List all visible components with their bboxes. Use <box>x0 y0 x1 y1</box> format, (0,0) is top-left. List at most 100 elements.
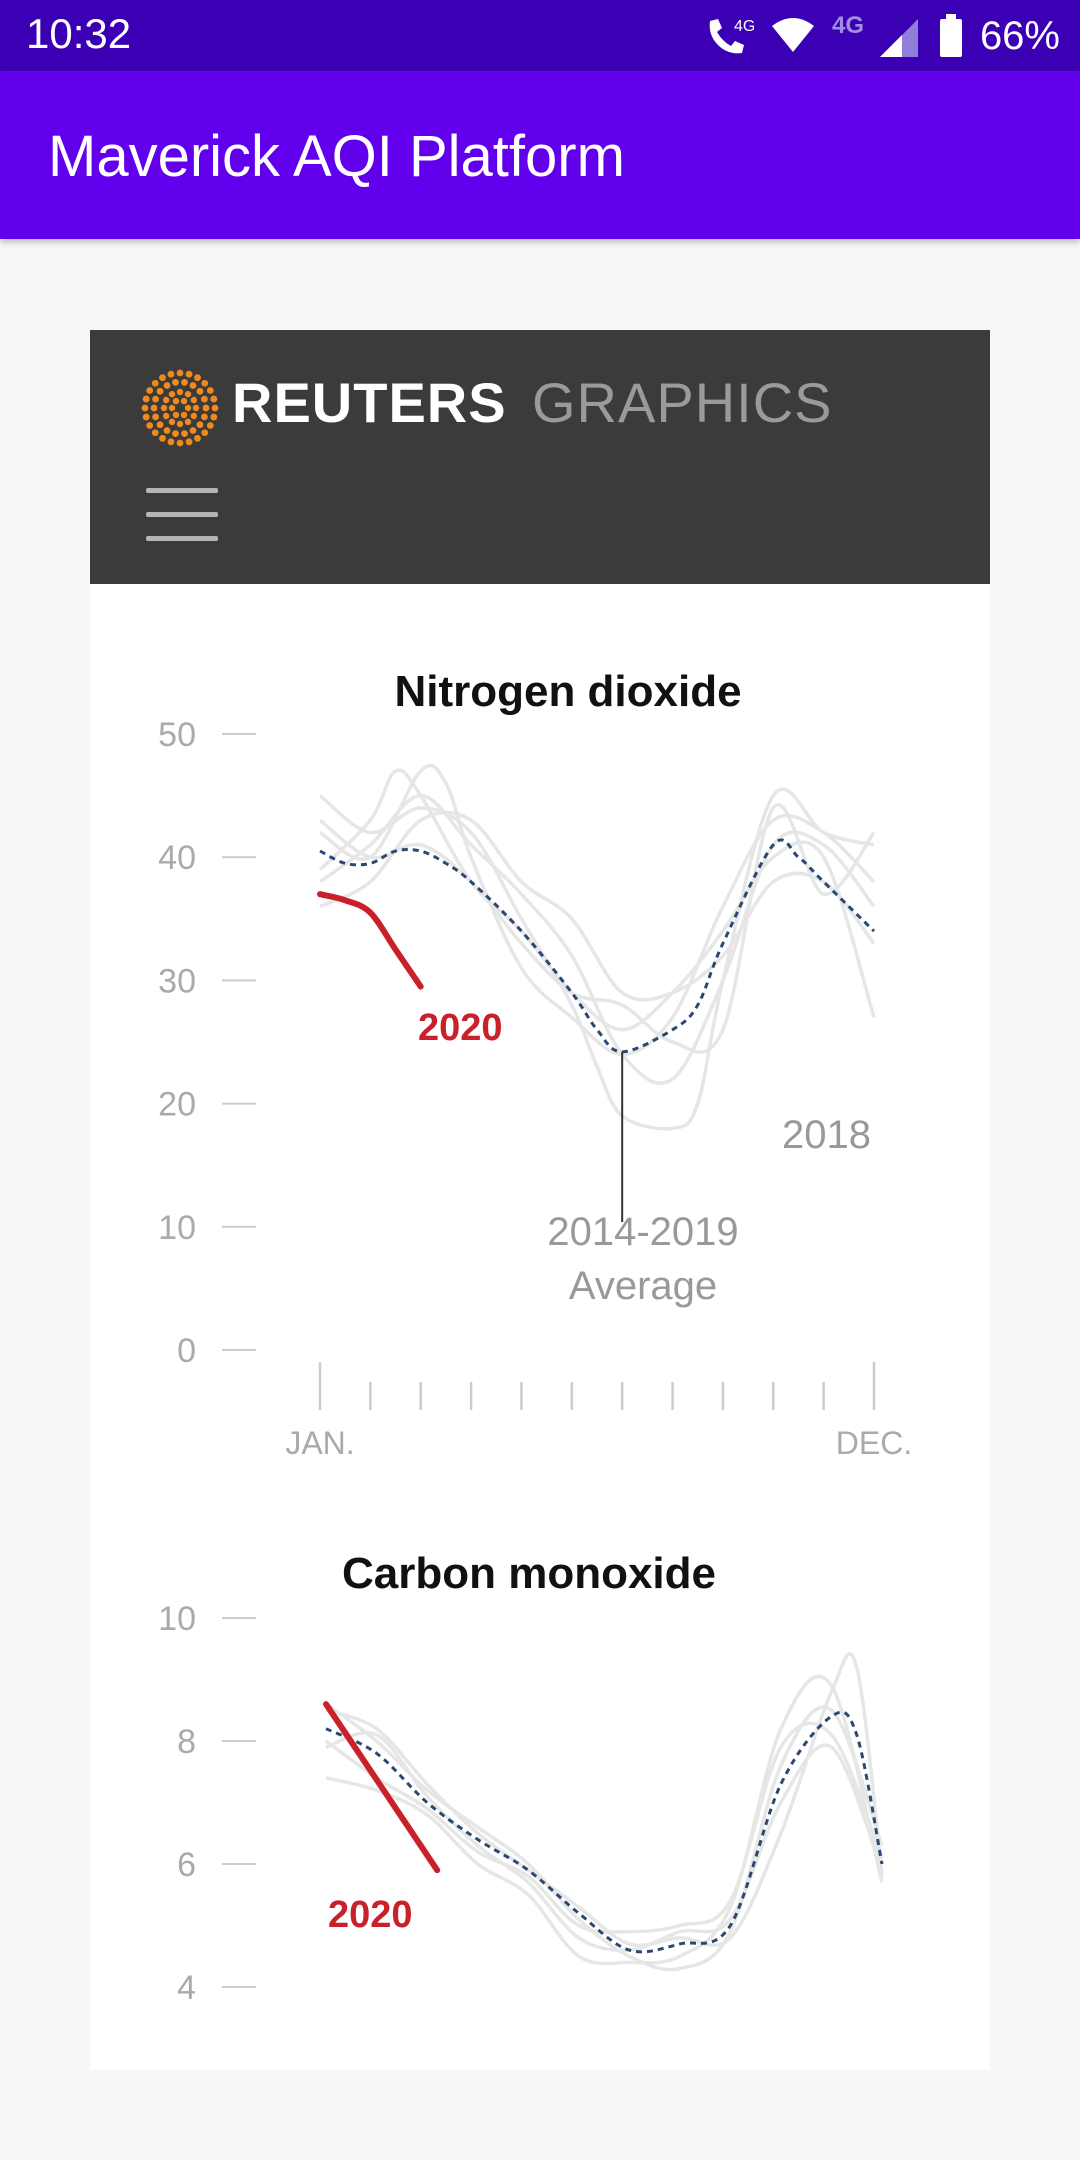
battery-percent: 66% <box>979 13 1060 58</box>
logo-dot <box>184 390 192 398</box>
no2-x-label-dec: DEC. <box>836 1425 912 1461</box>
no2-label-average-line2: Average <box>569 1264 717 1308</box>
history-series-line <box>318 803 876 1054</box>
logo-dot <box>196 421 204 429</box>
history-series-line <box>318 768 876 1032</box>
battery-icon <box>939 14 962 57</box>
logo-dot <box>176 369 184 377</box>
logo-dot <box>184 418 192 426</box>
no2-x-axis <box>318 1362 876 1410</box>
history-series-line <box>324 1702 884 1972</box>
wifi-icon <box>771 18 814 52</box>
logo-dot <box>156 421 164 429</box>
series-2020-line <box>317 891 424 990</box>
logo-dot <box>152 395 159 403</box>
logo-dot <box>168 390 176 398</box>
logo-dot <box>172 397 180 405</box>
logo-dot <box>181 430 188 438</box>
logo-dot <box>168 418 176 426</box>
y-tick-label: 10 <box>158 1209 196 1247</box>
logo-dot <box>210 395 218 403</box>
logo-dot <box>151 379 159 387</box>
logo-dot <box>172 430 179 438</box>
y-tick-label: 8 <box>177 1723 196 1761</box>
logo-dot <box>159 434 166 442</box>
logo-dot <box>152 413 159 421</box>
logo-dot <box>185 438 193 446</box>
no2-label-average-line1: 2014-2019 <box>547 1210 738 1254</box>
logo-dot <box>172 411 180 419</box>
history-series-line <box>318 793 876 1085</box>
co-label-2020: 2020 <box>328 1894 413 1936</box>
charts-canvas: Nitrogen dioxide 0 10 20 30 40 50 2020 2018 2… <box>158 667 912 2007</box>
logo-dot <box>162 412 170 420</box>
logo-dot <box>185 370 193 378</box>
reuters-header: REUTERS GRAPHICS <box>90 330 990 584</box>
history-series-line <box>325 1651 884 1948</box>
logo-dot <box>190 396 198 404</box>
logo-dot <box>176 388 184 396</box>
logo-dot <box>167 370 175 378</box>
logo-dot <box>201 395 208 403</box>
logo-dot <box>184 404 192 412</box>
logo-dot <box>168 404 176 412</box>
history-series-line <box>325 1674 884 1966</box>
logo-dot <box>162 396 170 404</box>
y-tick-label: 4 <box>177 1969 196 2007</box>
logo-dot <box>202 404 210 412</box>
logo-dot <box>163 382 171 389</box>
logo-dot <box>201 429 209 437</box>
cell-signal-icon: 4G <box>832 12 918 57</box>
reuters-brand: REUTERS <box>232 371 507 434</box>
no2-chart: Nitrogen dioxide 0 10 20 30 40 50 2020 2018 2… <box>158 667 912 1461</box>
logo-dot <box>142 413 150 421</box>
network-type-label: 4G <box>734 18 754 35</box>
status-bar: 10:32 4G 4G 66% <box>0 0 1080 71</box>
no2-label-2020: 2020 <box>418 1007 503 1049</box>
logo-dot <box>180 397 188 405</box>
y-tick-label: 10 <box>158 1600 196 1638</box>
network-type-label-2: 4G <box>832 12 864 39</box>
logo-dot <box>190 412 198 420</box>
logo-dot <box>206 387 214 394</box>
logo-dot <box>196 387 204 395</box>
logo-dot <box>160 404 168 412</box>
logo-dot <box>181 378 188 386</box>
logo-dot <box>159 374 166 382</box>
logo-dot <box>189 382 197 389</box>
logo-dot <box>176 420 184 428</box>
logo-dot <box>167 438 175 446</box>
no2-x-label-jan: JAN. <box>285 1425 354 1461</box>
logo-dot <box>146 422 154 429</box>
logo-dot <box>201 413 208 421</box>
webview-card: REUTERS GRAPHICS Nitrogen dioxide 0 10 20 3… <box>90 330 990 2070</box>
co-chart: Carbon monoxide 4 6 8 10 2020 <box>158 1549 884 2007</box>
logo-dot <box>194 434 201 442</box>
logo-dot <box>189 427 197 434</box>
no2-series-lines <box>317 763 876 1131</box>
app-title: Maverick AQI Platform <box>48 124 625 189</box>
y-tick-label: 50 <box>158 716 196 754</box>
series-2020-line <box>323 1701 441 1874</box>
co-series-lines <box>323 1651 884 1972</box>
logo-dot <box>172 378 179 386</box>
co-chart-title: Carbon monoxide <box>342 1549 716 1598</box>
hamburger-menu-icon[interactable] <box>146 488 218 544</box>
logo-dot <box>142 395 150 403</box>
app-bar: Maverick AQI Platform <box>0 71 1080 239</box>
co-y-axis: 4 6 8 10 <box>158 1600 256 2007</box>
y-tick-label: 20 <box>158 1086 196 1124</box>
logo-dot <box>180 411 188 419</box>
status-time: 10:32 <box>26 10 132 57</box>
no2-chart-title: Nitrogen dioxide <box>394 667 741 716</box>
y-tick-label: 30 <box>158 962 196 1000</box>
logo-dot <box>163 427 171 434</box>
history-series-line <box>318 787 875 1131</box>
logo-dot <box>151 429 159 437</box>
no2-y-axis: 0 10 20 30 40 50 <box>158 716 256 1370</box>
logo-dot <box>176 439 184 447</box>
logo-dot <box>146 387 154 394</box>
graphics-section: GRAPHICS <box>532 371 833 434</box>
y-tick-label: 6 <box>177 1846 196 1884</box>
average-series-line <box>319 838 876 1054</box>
